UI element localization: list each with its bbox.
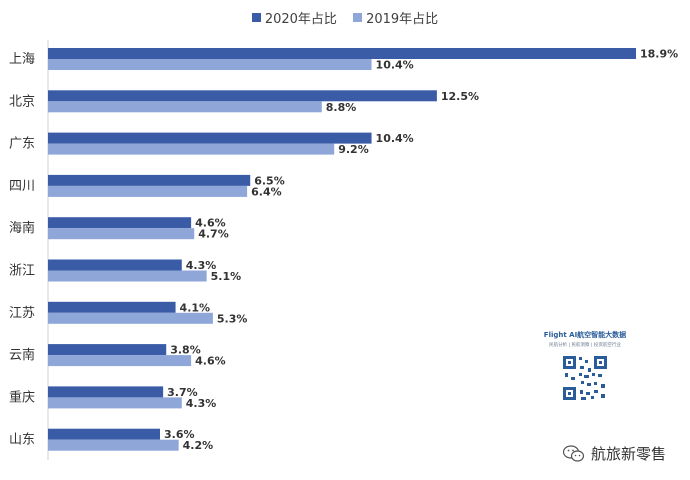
category-label-4: 海南 [9, 220, 35, 236]
bar-2020-3 [48, 174, 251, 186]
watermark-title: Flight AI航空智能大数据 [543, 331, 627, 339]
value-label-2019-4: 4.7% [198, 228, 229, 241]
value-label-2019-6: 5.3% [217, 312, 248, 325]
value-label-2019-7: 4.6% [195, 355, 226, 368]
bar-2019-1 [48, 101, 322, 113]
value-label-2020-0: 18.9% [640, 48, 678, 61]
value-label-2020-5: 4.3% [186, 259, 217, 272]
category-label-3: 四川 [9, 179, 35, 194]
qr-code-icon [561, 354, 609, 402]
bar-2020-7 [48, 344, 167, 356]
value-label-2020-4: 4.6% [195, 217, 226, 230]
brand-name: 航旅新零售 [590, 445, 666, 463]
bar-2020-2 [48, 132, 372, 144]
bar-2020-9 [48, 428, 160, 440]
legend-item-2020: 2020年占比 [251, 8, 337, 27]
bar-2019-2 [48, 143, 335, 155]
bar-2020-6 [48, 301, 176, 313]
value-label-2019-5: 5.1% [211, 270, 242, 283]
category-label-8: 重庆 [9, 389, 35, 405]
watermark: Flight AI航空智能大数据 民航分析 | 民航洞察 | 投资航空行业 [535, 330, 635, 406]
bars-group: 上海 18.9% 10.4% 北京 12.5% 8.8% 广东 10.4% 9.2% 四川 6.5%… [9, 48, 678, 453]
category-label-7: 云南 [9, 347, 35, 363]
legend-swatch-2020 [251, 13, 261, 22]
bar-2020-4 [48, 217, 192, 229]
value-label-2020-1: 12.5% [441, 90, 479, 103]
category-label-1: 北京 [9, 94, 35, 109]
brand-signature: 航旅新零售 [562, 443, 666, 464]
bar-2019-3 [48, 185, 248, 197]
value-label-2020-2: 10.4% [376, 132, 414, 145]
category-label-9: 山东 [9, 433, 35, 448]
value-label-2020-8: 3.7% [167, 386, 198, 399]
value-label-2020-9: 3.6% [164, 428, 195, 441]
legend-label-2020: 2020年占比 [264, 12, 337, 27]
value-label-2019-3: 6.4% [251, 185, 282, 198]
category-label-2: 广东 [9, 137, 35, 152]
legend-swatch-2019 [353, 13, 363, 22]
watermark-subtitle: 民航分析 | 民航洞察 | 投资航空行业 [549, 343, 621, 348]
bar-2019-8 [48, 397, 182, 409]
value-label-2020-6: 4.1% [180, 301, 211, 314]
value-label-2020-7: 3.8% [170, 344, 201, 357]
value-label-2019-8: 4.3% [186, 397, 217, 410]
bar-2019-0 [48, 59, 372, 70]
bar-2019-9 [48, 439, 179, 451]
bar-2019-4 [48, 228, 195, 240]
value-label-2020-3: 6.5% [254, 174, 285, 187]
value-label-2019-1: 8.8% [326, 101, 357, 114]
legend-label-2019: 2019年占比 [366, 12, 439, 27]
value-label-2019-9: 4.2% [183, 439, 214, 452]
legend-item-2019: 2019年占比 [353, 8, 438, 27]
bar-2020-8 [48, 386, 164, 398]
chart-legend: 2020年占比 2019年占比 [0, 8, 690, 27]
value-label-2019-2: 9.2% [338, 143, 369, 156]
bar-2019-5 [48, 270, 207, 282]
bar-2020-5 [48, 259, 182, 271]
bar-2019-6 [48, 312, 213, 324]
category-label-6: 江苏 [9, 305, 35, 321]
bar-2020-0 [48, 48, 636, 59]
bar-2019-7 [48, 355, 192, 367]
category-label-5: 浙江 [9, 264, 35, 279]
wechat-icon [562, 444, 585, 462]
category-label-0: 上海 [9, 52, 35, 67]
bar-2020-1 [48, 90, 437, 102]
value-label-2019-0: 10.4% [376, 59, 414, 72]
